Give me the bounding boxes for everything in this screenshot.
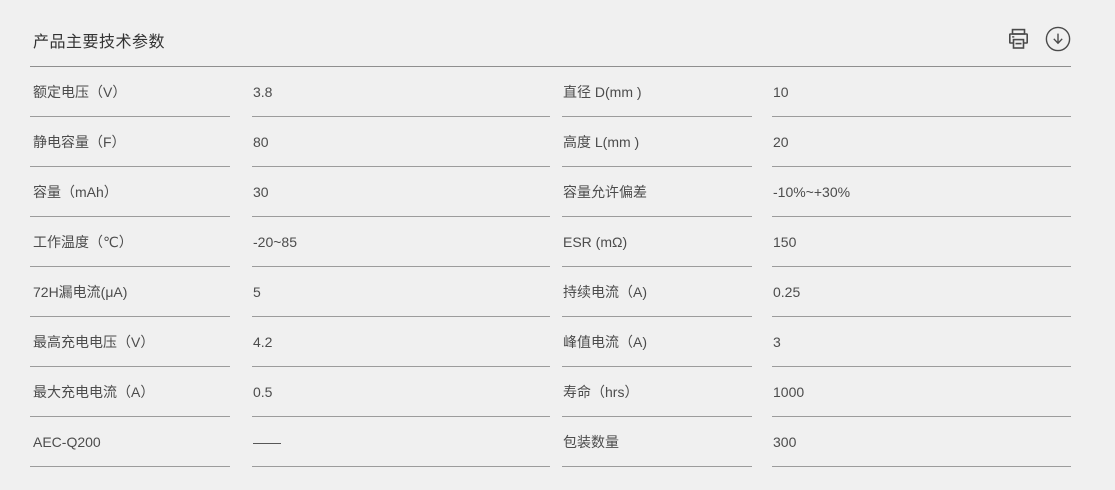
param-label: 容量允许偏差 [562,167,752,217]
param-value: 0.25 [772,267,1071,317]
page-title: 产品主要技术参数 [33,34,166,51]
param-value: 20 [772,117,1071,167]
table-row: 额定电压（V） 3.8 直径 D(mm ) 10 [30,67,1071,117]
param-value: 0.5 [252,367,550,417]
param-value: 150 [772,217,1071,267]
param-label: 高度 L(mm ) [562,117,752,167]
param-label: 72H漏电流(μA) [30,267,230,317]
spec-table: 额定电压（V） 3.8 直径 D(mm ) 10 静电容量（F） 80 高度 L… [30,67,1071,467]
param-label: 容量（mAh） [30,167,230,217]
param-label: 峰值电流（A) [562,317,752,367]
param-label: 包装数量 [562,417,752,467]
param-label: 直径 D(mm ) [562,67,752,117]
param-value: 10 [772,67,1071,117]
header-actions [1006,26,1071,54]
download-button[interactable] [1045,26,1071,52]
param-value: 80 [252,117,550,167]
param-label: 寿命（hrs） [562,367,752,417]
param-label: 静电容量（F） [30,117,230,167]
table-row: AEC-Q200 —— 包装数量 300 [30,417,1071,467]
param-label: 工作温度（℃） [30,217,230,267]
param-label: 最高充电电压（V） [30,317,230,367]
param-label: AEC-Q200 [30,417,230,467]
param-value: 1000 [772,367,1071,417]
param-value: -20~85 [252,217,550,267]
print-icon [1006,27,1031,51]
param-value: 5 [252,267,550,317]
param-value: 3.8 [252,67,550,117]
param-value: —— [252,417,550,467]
table-row: 72H漏电流(μA) 5 持续电流（A) 0.25 [30,267,1071,317]
param-value: 300 [772,417,1071,467]
print-button[interactable] [1006,27,1031,51]
param-label: 最大充电电流（A） [30,367,230,417]
param-value: 3 [772,317,1071,367]
section-header: 产品主要技术参数 [30,0,1071,67]
param-label: 持续电流（A) [562,267,752,317]
param-value: -10%~+30% [772,167,1071,217]
param-label: 额定电压（V） [30,67,230,117]
table-row: 容量（mAh） 30 容量允许偏差 -10%~+30% [30,167,1071,217]
param-value: 30 [252,167,550,217]
table-row: 最大充电电流（A） 0.5 寿命（hrs） 1000 [30,367,1071,417]
param-label: ESR (mΩ) [562,217,752,267]
table-row: 最高充电电压（V） 4.2 峰值电流（A) 3 [30,317,1071,367]
download-icon [1045,26,1071,52]
table-row: 工作温度（℃） -20~85 ESR (mΩ) 150 [30,217,1071,267]
param-value: 4.2 [252,317,550,367]
table-row: 静电容量（F） 80 高度 L(mm ) 20 [30,117,1071,167]
